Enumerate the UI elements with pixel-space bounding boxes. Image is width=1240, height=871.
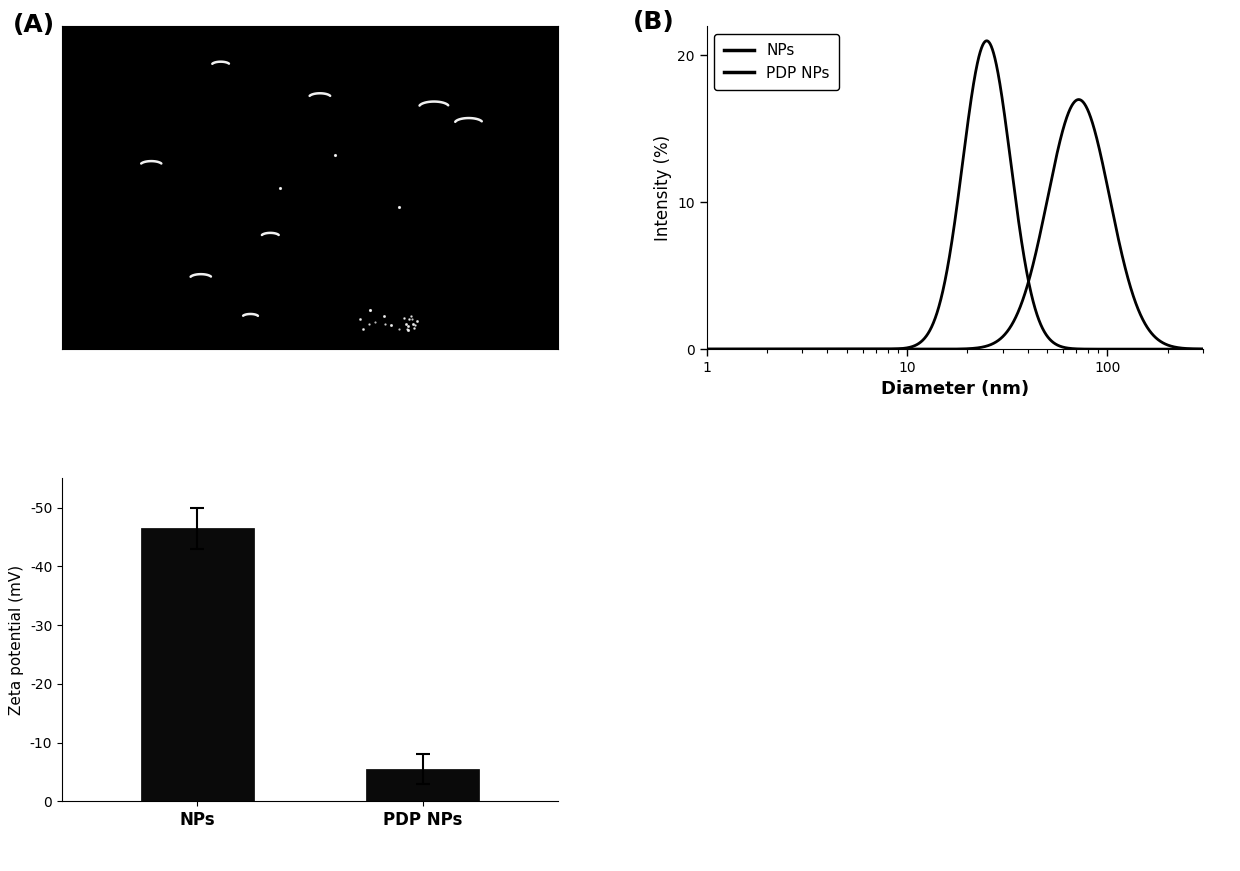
NPs [699, 344, 714, 354]
Legend: NPs, PDP NPs: NPs, PDP NPs [714, 34, 839, 90]
X-axis label: Diameter (nm): Diameter (nm) [880, 381, 1029, 399]
NPs [1185, 344, 1200, 354]
PDP NPs [1185, 344, 1200, 354]
PDP NPs [911, 344, 926, 354]
Line: NPs: NPs [707, 41, 1203, 349]
NPs [756, 344, 771, 354]
NPs [889, 344, 904, 354]
Y-axis label: Zeta potential (mV): Zeta potential (mV) [9, 564, 25, 715]
Line: PDP NPs: PDP NPs [707, 99, 1203, 349]
PDP NPs [1195, 344, 1210, 354]
PDP NPs [699, 344, 714, 354]
NPs [911, 339, 926, 349]
NPs [1132, 344, 1147, 354]
Bar [366, 769, 479, 801]
NPs [1195, 344, 1210, 354]
Text: (A): (A) [12, 13, 55, 37]
Bar [141, 528, 254, 801]
Text: (B): (B) [632, 10, 675, 34]
PDP NPs [756, 344, 771, 354]
NPs [980, 36, 994, 46]
NPs [785, 344, 800, 354]
PDP NPs [785, 344, 800, 354]
Y-axis label: Intensity (%): Intensity (%) [653, 134, 672, 240]
PDP NPs [889, 344, 904, 354]
PDP NPs [1071, 94, 1086, 105]
PDP NPs [1132, 308, 1147, 319]
